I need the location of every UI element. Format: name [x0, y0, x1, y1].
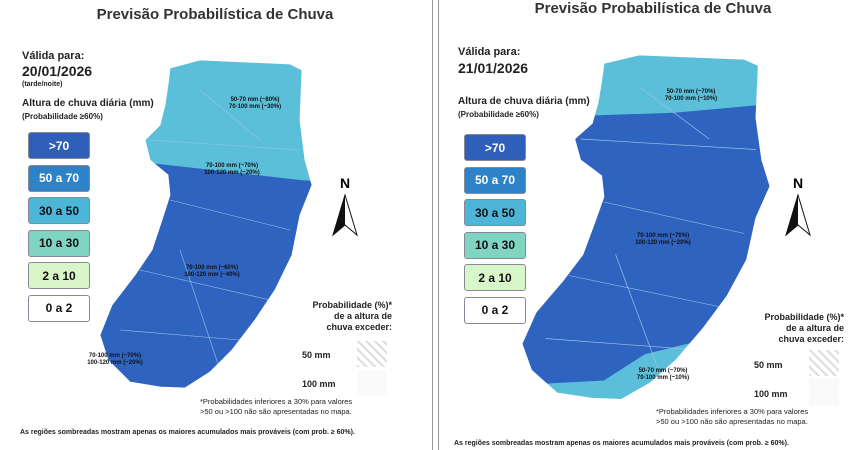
- municipal-border: [119, 329, 241, 341]
- map: N: [99, 59, 358, 389]
- hatch-swatch: [357, 341, 387, 367]
- threshold-label: 50 mm: [302, 350, 331, 360]
- light-regions: [100, 60, 312, 190]
- map-label-line: 70-100 mm (~70%): [88, 353, 142, 359]
- north-label: N: [340, 175, 350, 191]
- municipal-border: [169, 199, 291, 231]
- municipal-border: [545, 338, 686, 350]
- panel: N Previsão Probabilística de Chuva Válida …: [0, 0, 430, 450]
- prob-legend-title: Probabilidade (%)* de a altura de chuva …: [764, 312, 844, 344]
- municipal-border: [615, 254, 663, 381]
- legend-item: 30 a 50: [28, 197, 90, 224]
- region-dark: [522, 54, 771, 400]
- municipal-border: [580, 138, 757, 150]
- map-label-line: 50-70 mm (~70%): [638, 368, 688, 374]
- municipal-border: [568, 275, 721, 308]
- map-label-line: 100-120 mm (~20%): [87, 360, 143, 366]
- municipal-border: [638, 86, 710, 140]
- divider: [432, 0, 439, 450]
- map-label: 70-100 mm (~70%) 100-120 mm (~20%): [80, 353, 150, 367]
- footnote: *Probabilidades inferiores a 30% para va…: [200, 397, 353, 416]
- threshold-label: 100 mm: [302, 379, 336, 389]
- legend-item: 0 a 2: [464, 296, 526, 324]
- hatch-swatch: [809, 379, 839, 405]
- date: 21/01/2026: [458, 60, 529, 76]
- panel-title: Previsão Probabilística de Chuva: [534, 0, 772, 17]
- map-label: 70-100 mm (~60%) 100-120 mm (~40%): [177, 265, 247, 279]
- legend-item: 50 a 70: [464, 166, 526, 194]
- north-label: N: [793, 175, 803, 191]
- map-label-line: 70-100 mm (~70%): [636, 233, 690, 239]
- map-label-line: 100-120 mm (~20%): [204, 170, 260, 176]
- map-label-line: 70-100 mm (~70%): [205, 163, 259, 169]
- state-outline: [99, 59, 313, 389]
- legend-item: 2 a 10: [464, 264, 526, 291]
- municipal-border: [603, 201, 745, 234]
- date: 20/01/2026: [22, 63, 93, 79]
- municipal-border: [199, 89, 261, 141]
- map: N: [521, 54, 811, 400]
- legend-item: 10 a 30: [464, 231, 526, 259]
- legend-item: 30 a 50: [464, 199, 526, 226]
- map-label-line: 100-120 mm (~20%): [635, 240, 691, 246]
- map-label: 50-70 mm (~70%) 70-100 mm (~10%): [628, 368, 698, 382]
- map-label: 70-100 mm (~70%) 100-120 mm (~20%): [628, 233, 698, 247]
- legend-item: 50 a 70: [28, 164, 90, 192]
- legend-item: 2 a 10: [28, 262, 90, 289]
- map-label: 50-70 mm (~70%) 70-100 mm (~10%): [656, 89, 726, 103]
- map-label-line: 70-100 mm (~10%): [664, 96, 718, 102]
- map-label: 50-70 mm (~80%) 70-100 mm (~30%): [220, 97, 290, 111]
- prob-legend-title: Probabilidade (%)* de a altura de chuva …: [312, 300, 392, 332]
- map-label-line: 50-70 mm (~70%): [666, 89, 716, 95]
- state-outline: [521, 54, 771, 400]
- rain-label: Altura de chuva diária (mm): [458, 96, 590, 107]
- prob-label: (Probabilidade ≥60%): [22, 112, 103, 121]
- north-arrow-half: [333, 195, 345, 235]
- legend-item: >70: [28, 132, 90, 159]
- map-label-line: 70-100 mm (~30%): [228, 104, 282, 110]
- prob-label: (Probabilidade ≥60%): [458, 110, 539, 119]
- panel: N Previsão Probabilística de Chuva Válida …: [438, 0, 868, 450]
- map-label-line: 70-100 mm (~60%): [185, 265, 239, 271]
- legend-item: 10 a 30: [28, 229, 90, 257]
- note: As regiões sombreadas mostram apenas os …: [454, 440, 789, 447]
- valid-label: Válida para:: [458, 46, 521, 58]
- valid-label: Válida para:: [22, 50, 85, 62]
- hatch-swatch: [357, 370, 387, 396]
- municipal-border: [139, 269, 271, 301]
- map-label: 70-100 mm (~70%) 100-120 mm (~20%): [197, 163, 267, 177]
- period: (tarde/noite): [22, 81, 63, 88]
- legend-item: >70: [464, 134, 526, 161]
- north-arrow-half: [786, 195, 798, 235]
- panel-title: Previsão Probabilística de Chuva: [96, 6, 334, 23]
- map-label-line: 100-120 mm (~40%): [184, 272, 240, 278]
- municipal-border: [149, 139, 301, 151]
- footnote: *Probabilidades inferiores a 30% para va…: [656, 407, 809, 426]
- municipal-border: [179, 249, 221, 371]
- rain-label: Altura de chuva diária (mm): [22, 98, 154, 109]
- threshold-label: 100 mm: [754, 389, 788, 399]
- map-label-line: 70-100 mm (~10%): [636, 375, 690, 381]
- map-label-line: 50-70 mm (~80%): [230, 97, 280, 103]
- hatch-swatch: [809, 350, 839, 376]
- note: As regiões sombreadas mostram apenas os …: [20, 429, 355, 436]
- threshold-label: 50 mm: [754, 360, 783, 370]
- region-light: [100, 60, 312, 190]
- legend-item: 0 a 2: [28, 294, 90, 322]
